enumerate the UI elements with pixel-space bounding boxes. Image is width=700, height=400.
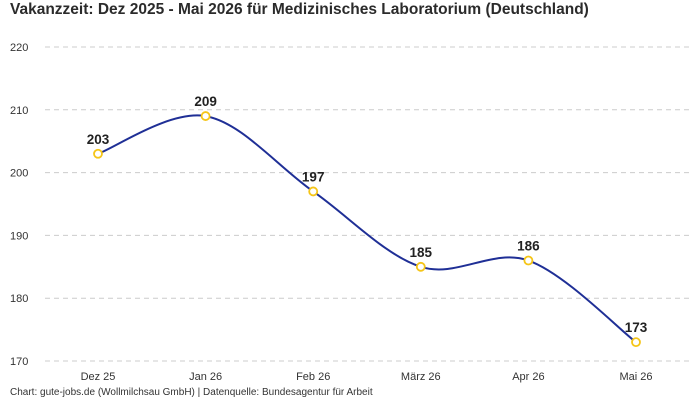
y-tick-label: 210 — [10, 105, 28, 117]
gridlines — [45, 46, 692, 362]
y-tick-label: 180 — [10, 293, 28, 305]
y-axis-ticks: 170 180 190 200 210 220 — [10, 42, 28, 368]
x-tick-label: März 26 — [401, 371, 441, 383]
data-point — [308, 186, 319, 197]
y-tick-label: 200 — [10, 168, 28, 180]
data-label: 173 — [625, 320, 648, 335]
x-tick-label: Feb 26 — [296, 371, 330, 383]
y-tick-label: 170 — [10, 356, 28, 368]
data-point — [93, 148, 103, 159]
data-markers — [93, 111, 641, 348]
y-tick-label: 190 — [10, 230, 28, 242]
data-point — [415, 261, 426, 272]
x-axis-ticks: Dez 25 Jan 26 Feb 26 März 26 Apr 26 Mai 26 — [81, 371, 653, 383]
data-label: 186 — [517, 239, 540, 254]
data-point — [523, 255, 534, 266]
source-footer: Chart: gute-jobs.de (Wollmilchsau GmbH) … — [10, 387, 373, 398]
series-line — [97, 114, 637, 343]
data-label: 197 — [302, 169, 325, 184]
data-label: 203 — [87, 132, 110, 147]
data-point — [631, 337, 641, 348]
x-tick-label: Jan 26 — [189, 371, 222, 383]
data-label: 209 — [194, 94, 217, 109]
x-tick-label: Apr 26 — [512, 371, 544, 383]
data-point — [200, 111, 211, 121]
y-tick-label: 220 — [10, 42, 28, 54]
data-labels: 203 209 197 185 186 173 — [87, 94, 648, 335]
data-label: 185 — [410, 245, 433, 260]
chart-title: Vakanzzeit: Dez 2025 - Mai 2026 für Medi… — [10, 1, 589, 18]
x-tick-label: Mai 26 — [619, 371, 652, 383]
x-tick-label: Dez 25 — [81, 371, 116, 383]
